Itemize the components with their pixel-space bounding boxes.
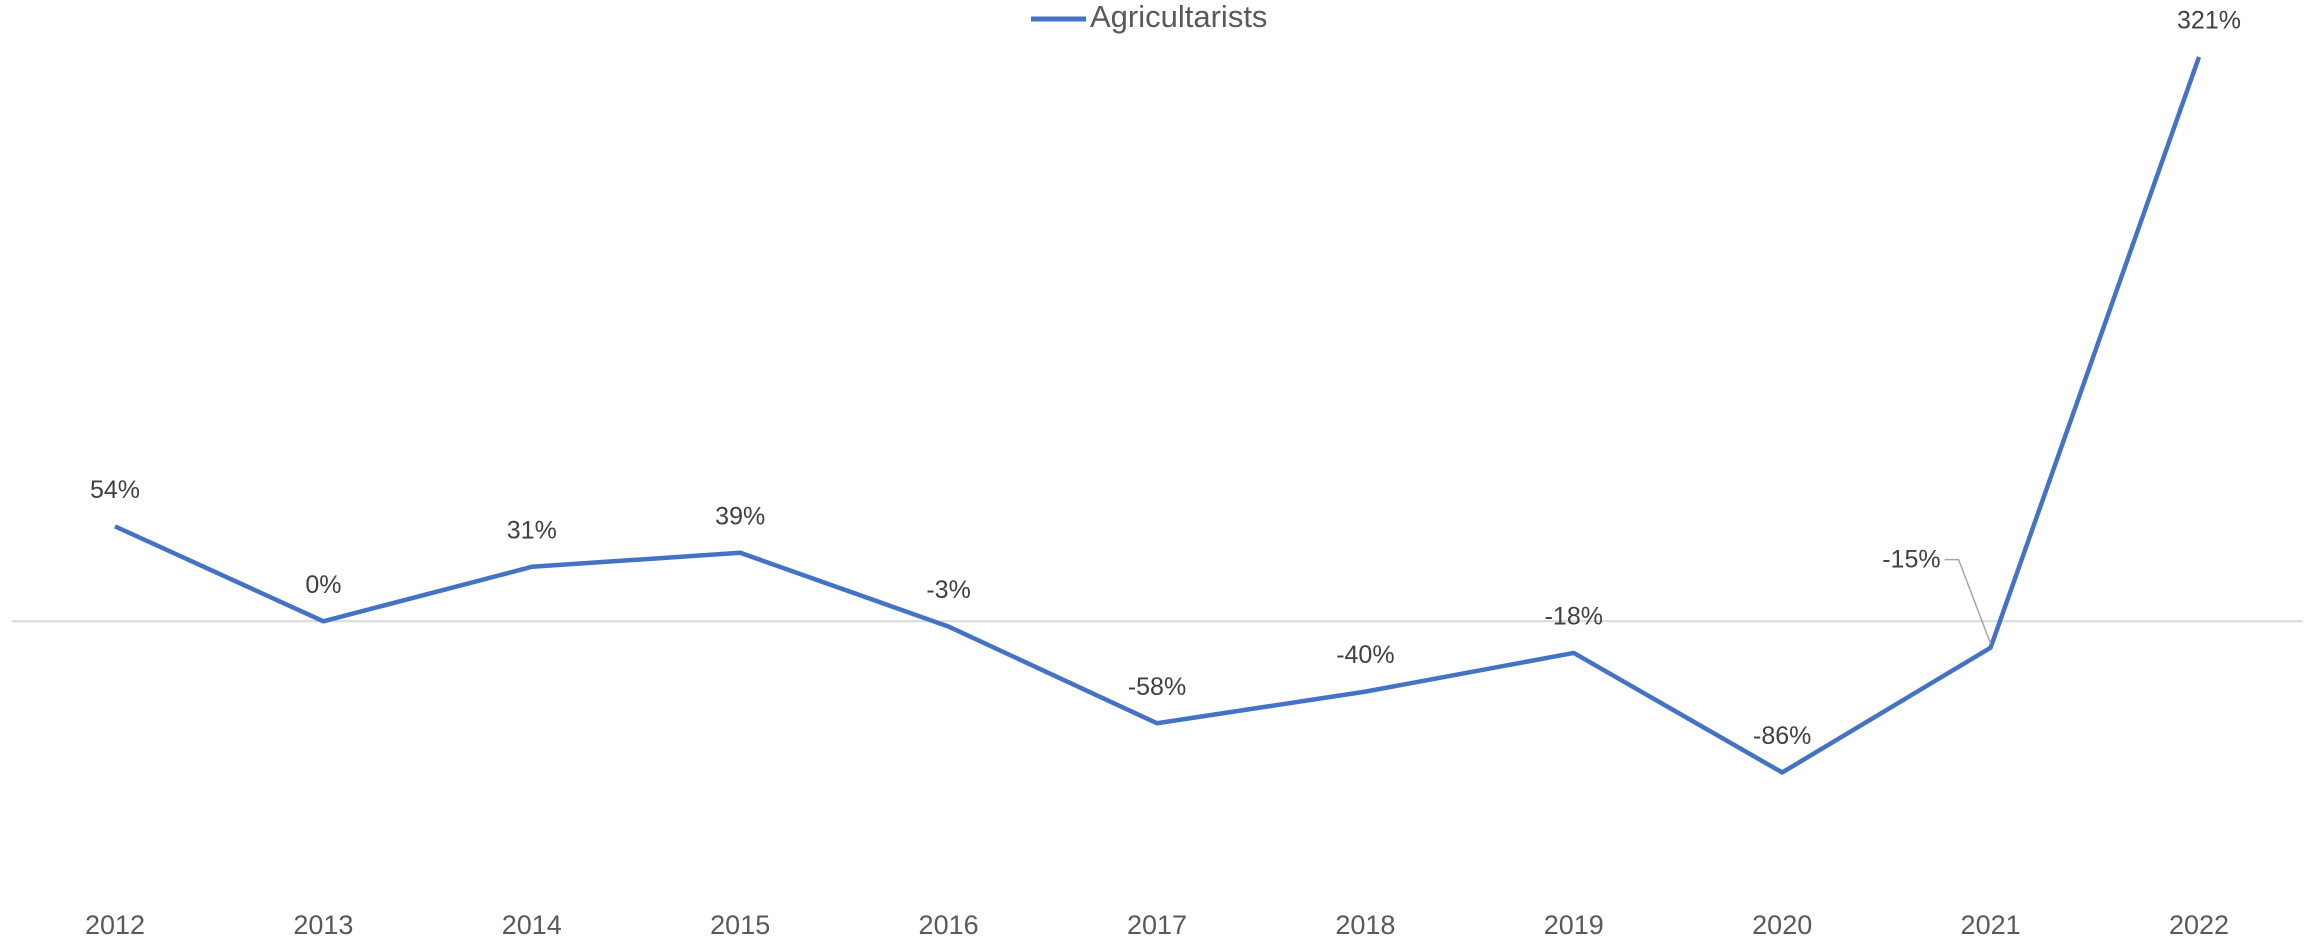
x-tick-label: 2016 bbox=[919, 910, 979, 940]
data-label: 321% bbox=[2177, 7, 2241, 35]
data-label: -86% bbox=[1753, 722, 1811, 750]
x-tick-label: 2015 bbox=[710, 910, 770, 940]
data-label: 0% bbox=[305, 571, 341, 599]
data-label: -40% bbox=[1336, 641, 1394, 669]
line-series bbox=[114, 56, 2202, 775]
data-label: 31% bbox=[507, 516, 557, 544]
x-tick-label: 2018 bbox=[1335, 910, 1395, 940]
data-label: 54% bbox=[90, 476, 140, 504]
x-tick-label: 2022 bbox=[2169, 910, 2229, 940]
legend-label: Agricultarists bbox=[1090, 0, 1267, 34]
data-label: 39% bbox=[715, 502, 765, 530]
data-label: -15% bbox=[1882, 545, 1940, 573]
x-tick-label: 2012 bbox=[85, 910, 145, 940]
x-tick-label: 2014 bbox=[502, 910, 562, 940]
legend: Agricultarists bbox=[1031, 0, 1267, 34]
x-tick-label: 2021 bbox=[1961, 910, 2021, 940]
leader-line bbox=[1944, 558, 1992, 644]
x-tick-label: 2019 bbox=[1544, 910, 1604, 940]
data-label: -3% bbox=[926, 576, 970, 604]
x-tick-label: 2017 bbox=[1127, 910, 1187, 940]
x-tick-label: 2020 bbox=[1752, 910, 1812, 940]
data-label: -58% bbox=[1128, 673, 1186, 701]
data-label: -18% bbox=[1545, 603, 1603, 631]
x-tick-label: 2013 bbox=[293, 910, 353, 940]
